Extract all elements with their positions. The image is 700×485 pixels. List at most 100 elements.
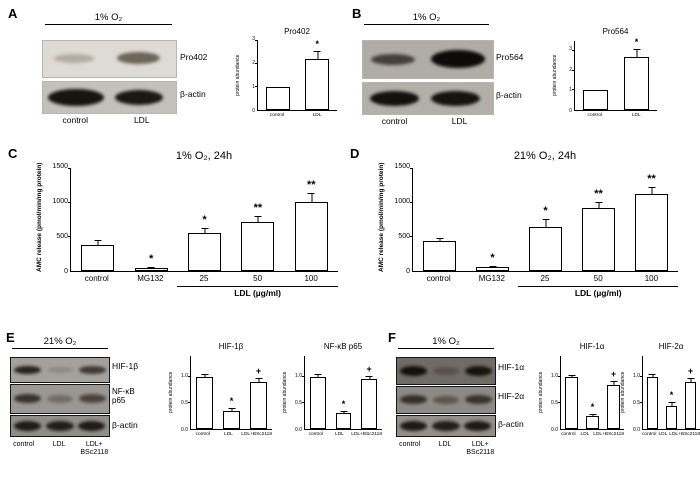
y-axis: 0 1 2 3 xyxy=(243,37,257,114)
bar xyxy=(81,245,115,271)
plot-area: * + xyxy=(188,356,272,430)
y-tick-label: 1 xyxy=(569,87,572,94)
blot-hif1b xyxy=(10,357,110,383)
panel-label-b: B xyxy=(352,6,362,21)
chart-amc-1pct: 1% O₂, 24h AMC release (pmol/min/mg prote… xyxy=(36,150,338,308)
bar xyxy=(582,90,609,110)
blot-label-pro564: Pro564 xyxy=(496,52,524,62)
blot-pro564 xyxy=(362,40,494,79)
panel-label-f: F xyxy=(388,330,396,345)
y-tick-mark xyxy=(410,202,413,204)
error-bar xyxy=(568,374,575,377)
y-tick-label: 1000 xyxy=(394,198,410,206)
y-tick-mark xyxy=(255,40,258,41)
x-tick-label: 100 xyxy=(304,274,318,283)
blot-band xyxy=(77,421,106,431)
error-bar xyxy=(340,410,347,414)
blot-band xyxy=(48,89,105,106)
y-tick-label: 500 xyxy=(398,233,410,241)
x-tick-label: LDL xyxy=(631,113,641,118)
x-tick-label: 25 xyxy=(199,274,209,283)
plot-area: * + xyxy=(558,356,624,430)
chart-pro564: Pro564 protein abundance 0 1 2 3 * control LDL xyxy=(552,27,657,127)
x-tick-label: LDL xyxy=(335,432,344,437)
significance-mark: * xyxy=(315,39,320,50)
lane-label: control xyxy=(13,441,35,448)
bar xyxy=(265,87,290,110)
error-bar xyxy=(687,377,694,383)
blot-band xyxy=(464,366,493,376)
y-tick-mark xyxy=(558,375,561,377)
x-tick-label: 50 xyxy=(253,274,263,283)
blot-nfkb xyxy=(10,384,110,414)
error-bar xyxy=(314,374,322,377)
error-bar xyxy=(542,219,549,227)
lane-label: LDL xyxy=(133,115,150,125)
x-tick-label: control xyxy=(587,113,602,118)
blot-band xyxy=(46,421,74,431)
error-bar xyxy=(610,380,617,385)
y-axis: 0.0 0.5 1.0 xyxy=(176,354,190,433)
bar xyxy=(606,384,620,429)
error-bar xyxy=(648,374,656,377)
blot-band xyxy=(117,52,161,64)
lane-labels-f: control LDL LDL+ BSc2118 xyxy=(392,441,498,457)
x-tick-label: 25 xyxy=(540,274,550,283)
chart-title: HIF-2α xyxy=(658,342,684,351)
blot-band xyxy=(430,91,480,106)
y-tick-label: 0.0 xyxy=(181,427,188,433)
chart-pro402: Pro402 protein abundance 0 1 2 3 * control LDL xyxy=(235,27,337,127)
error-bar xyxy=(254,215,262,223)
lane-label: LDL xyxy=(52,441,66,448)
y-tick-label: 0.5 xyxy=(295,399,302,406)
error-bar xyxy=(94,240,102,246)
blot-label-bactin-f: β-actin xyxy=(498,419,524,429)
blot-band xyxy=(399,366,428,376)
y-tick-label: 1 xyxy=(252,84,255,91)
x-tick-label: control xyxy=(269,113,285,118)
y-tick-label: 0 xyxy=(252,108,255,114)
condition-header-f: 1% O₂ xyxy=(398,336,494,350)
x-tick-label: MG132 xyxy=(137,274,164,283)
y-tick-label: 500 xyxy=(56,233,68,241)
y-tick-label: 0.0 xyxy=(551,427,558,433)
chart-title: Pro564 xyxy=(602,27,629,36)
bar xyxy=(646,376,659,429)
blot-label-hif1a: HIF-1α xyxy=(498,362,525,372)
lane-label: control xyxy=(399,441,421,448)
bar xyxy=(250,382,267,429)
error-bar xyxy=(633,48,640,57)
blot-bactin-e xyxy=(10,415,110,437)
bar xyxy=(635,194,668,271)
x-axis-group-label: LDL (µg/ml) xyxy=(574,288,622,298)
lane-label: LDL+ BSc2118 xyxy=(80,441,109,457)
y-tick-mark xyxy=(640,375,643,377)
significance-mark: * xyxy=(229,396,234,407)
x-tick-label: control xyxy=(308,432,324,437)
y-tick-mark xyxy=(572,49,575,51)
blot-band xyxy=(432,421,460,431)
significance-mark: ** xyxy=(594,187,603,200)
y-tick-mark xyxy=(410,168,413,169)
chart-title: Pro402 xyxy=(284,27,310,36)
blot-label-hif1b: HIF-1β xyxy=(112,361,139,371)
blot-label-bactin-b: β-actin xyxy=(496,90,522,100)
condition-header-a: 1% O₂ xyxy=(45,12,172,26)
blot-label-bactin-e: β-actin xyxy=(112,420,138,430)
blot-band xyxy=(433,396,459,404)
blot-band xyxy=(463,421,492,431)
x-tick-label: LDL+BSc2118 xyxy=(669,432,700,437)
panel-label-e: E xyxy=(6,330,15,345)
plot-area: * + xyxy=(640,356,700,430)
condition-line-f xyxy=(398,348,494,350)
y-tick-mark xyxy=(640,401,643,403)
condition-text-f: 1% O₂ xyxy=(432,336,460,347)
y-tick-label: 0 xyxy=(569,108,572,114)
error-bar xyxy=(201,374,208,377)
condition-header-b: 1% O₂ xyxy=(364,12,489,26)
y-axis-label: protein abundance xyxy=(538,371,544,413)
chart-title: HIF-1α xyxy=(579,342,605,351)
blot-band xyxy=(13,394,42,403)
plot-area: * * ** ** xyxy=(410,168,678,272)
blot-band xyxy=(464,395,493,404)
